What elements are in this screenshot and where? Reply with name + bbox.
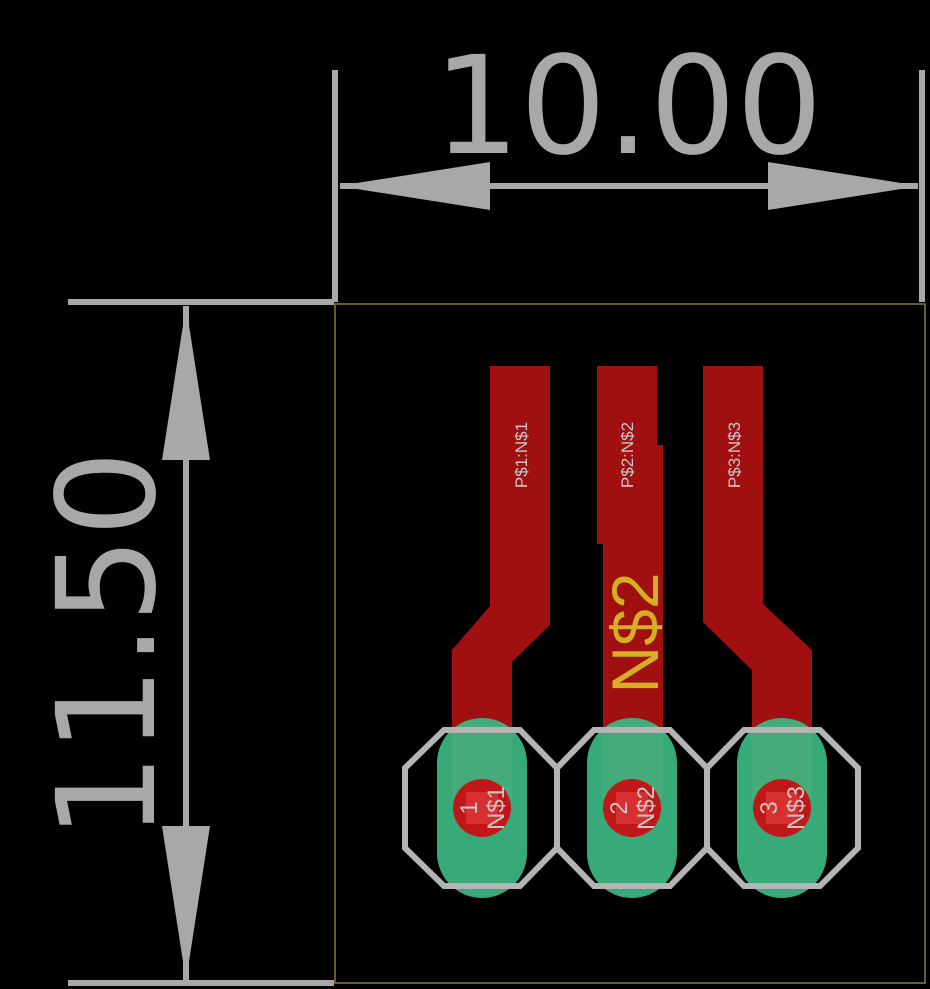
drill-3-marker	[766, 792, 798, 824]
trace-label-1: P$1:N$1	[512, 422, 531, 488]
trace-label-2: P$2:N$2	[618, 422, 637, 488]
pad-number-3: 3	[756, 801, 783, 814]
width-arrow-right	[768, 162, 920, 210]
pad-net-1: N$1	[483, 786, 510, 830]
board-outline	[334, 303, 926, 984]
height-dimension: 11.50	[29, 299, 334, 986]
pad-net-2: N$2	[633, 786, 660, 830]
trace-labels: P$1:N$1 P$2:N$2 P$3:N$3	[512, 422, 744, 488]
width-dimension: 10.00	[332, 28, 925, 302]
trace-3	[703, 366, 812, 800]
pad-number-1: 1	[456, 801, 483, 814]
drill-1-marker	[466, 792, 498, 824]
height-dimension-label: 11.50	[29, 450, 187, 839]
width-dimension-label: 10.00	[433, 28, 822, 186]
pad-number-2: 2	[606, 801, 633, 814]
silk-octagon-1	[402, 727, 560, 889]
silk-octagon-2	[554, 727, 710, 889]
drill-2-marker	[616, 792, 648, 824]
drills	[453, 779, 811, 837]
height-arrow-top	[162, 306, 210, 460]
pad-net-3: N$3	[783, 786, 810, 830]
silkscreen-outline	[402, 727, 861, 889]
copper-traces	[452, 366, 812, 800]
height-arrow-bottom	[162, 826, 210, 981]
net-name-label: N$2	[598, 572, 672, 693]
trace-1	[452, 366, 550, 800]
pad-net-labels: N$1 N$2 N$3	[483, 786, 810, 830]
silk-octagon-3	[704, 727, 861, 889]
trace-label-3: P$3:N$3	[725, 422, 744, 488]
pad-number-labels: 1 2 3	[456, 801, 783, 814]
width-arrow-left	[338, 162, 490, 210]
